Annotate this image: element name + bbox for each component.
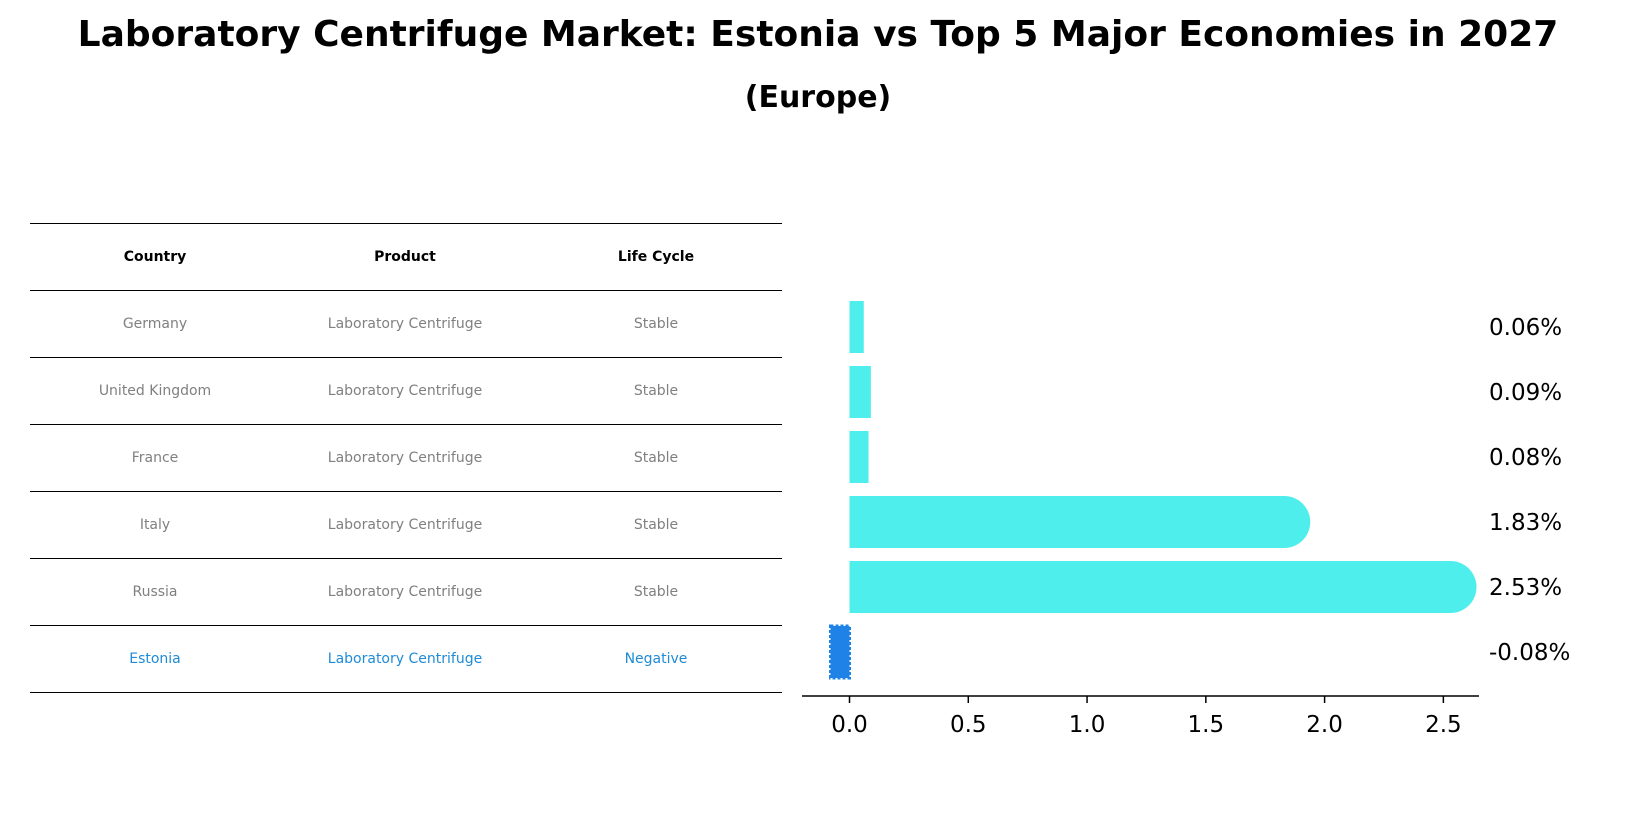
x-tick-label: 1.0 xyxy=(1069,712,1106,738)
product-cell: Laboratory Centrifuge xyxy=(327,584,483,600)
table-header-row: Country Product Life Cycle xyxy=(30,223,782,290)
bar-highlight xyxy=(829,624,852,680)
value-label: 0.08% xyxy=(1489,445,1562,471)
country-cell: Russia xyxy=(132,584,178,600)
country-cell: United Kingdom xyxy=(98,383,212,399)
product-cell: Laboratory Centrifuge xyxy=(327,383,483,399)
x-tick-label: 0.0 xyxy=(831,712,868,738)
bar xyxy=(849,301,864,353)
chart-subtitle: (Europe) xyxy=(744,80,892,115)
table-row: United Kingdom Laboratory Centrifuge Sta… xyxy=(30,357,782,424)
table-row: Italy Laboratory Centrifuge Stable xyxy=(30,491,782,558)
bar xyxy=(849,561,1477,613)
life-cycle-cell: Stable xyxy=(633,450,679,466)
country-cell: Germany xyxy=(122,316,188,332)
product-cell: Laboratory Centrifuge xyxy=(327,651,483,667)
country-cell: Estonia xyxy=(129,651,181,667)
header-country: Country xyxy=(123,249,187,265)
life-cycle-cell: Stable xyxy=(633,383,679,399)
value-label: 2.53% xyxy=(1489,575,1562,601)
x-tick-label: 2.5 xyxy=(1425,712,1462,738)
x-tick-label: 2.0 xyxy=(1306,712,1343,738)
x-tick-label: 0.5 xyxy=(950,712,987,738)
table-row: France Laboratory Centrifuge Stable xyxy=(30,424,782,491)
x-tick-label: 1.5 xyxy=(1188,712,1225,738)
life-cycle-cell: Negative xyxy=(624,651,688,667)
product-cell: Laboratory Centrifuge xyxy=(327,517,483,533)
value-label: 1.83% xyxy=(1489,510,1562,536)
country-cell: France xyxy=(131,450,179,466)
country-cell: Italy xyxy=(139,517,171,533)
product-cell: Laboratory Centrifuge xyxy=(327,316,483,332)
header-product: Product xyxy=(374,249,436,265)
chart-title: Laboratory Centrifuge Market: Estonia vs… xyxy=(77,14,1559,55)
life-cycle-cell: Stable xyxy=(633,517,679,533)
data-table: Country Product Life Cycle Germany Labor… xyxy=(30,223,782,693)
table-row: Russia Laboratory Centrifuge Stable xyxy=(30,558,782,625)
table-row: Germany Laboratory Centrifuge Stable xyxy=(30,290,782,357)
life-cycle-cell: Stable xyxy=(633,316,679,332)
bar xyxy=(849,366,871,418)
value-label: 0.09% xyxy=(1489,380,1562,406)
value-label: -0.08% xyxy=(1489,640,1570,666)
bar xyxy=(849,431,869,483)
table-row-highlight: Estonia Laboratory Centrifuge Negative xyxy=(30,625,782,693)
bar xyxy=(849,496,1311,548)
value-label: 0.06% xyxy=(1489,315,1562,341)
life-cycle-cell: Stable xyxy=(633,584,679,600)
product-cell: Laboratory Centrifuge xyxy=(327,450,483,466)
header-life-cycle: Life Cycle xyxy=(617,249,695,265)
